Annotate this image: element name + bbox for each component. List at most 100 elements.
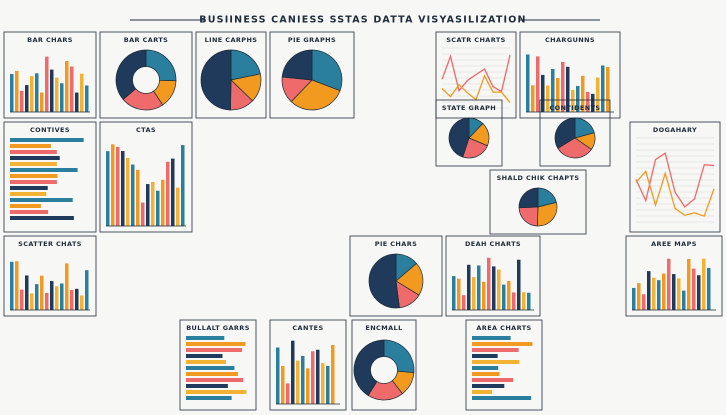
decor-slice (311, 49, 343, 92)
panel-frame (465, 319, 543, 411)
decor-bar (497, 269, 501, 310)
panel-label: CONTIDENTS (550, 104, 601, 112)
decor-bar (45, 292, 49, 310)
decor-slice (230, 49, 261, 81)
decor-bar (652, 277, 656, 310)
decor-bar (15, 70, 19, 112)
decor-bar (85, 270, 89, 310)
decor-slice (518, 187, 539, 209)
decor-bar (171, 158, 175, 226)
decor-slice (122, 79, 164, 111)
decor-bar (291, 340, 295, 404)
decor-hbar (10, 138, 84, 142)
decor-bar (151, 181, 155, 226)
decor-bar (15, 261, 19, 310)
decor-bar (576, 85, 580, 112)
decor-hbar (186, 336, 225, 340)
decor-hbar (472, 372, 500, 376)
decor-bar (606, 67, 610, 112)
decor-bar (286, 383, 290, 404)
panel-label: AREE MAPS (651, 240, 697, 248)
decor-hbar (10, 180, 57, 184)
decor-bar (517, 259, 521, 310)
decor-bar (106, 151, 110, 226)
decor-bar (581, 75, 585, 112)
decor-hbar (472, 336, 511, 340)
panel-label: CANTES (292, 324, 323, 332)
panel-frame (3, 235, 97, 317)
decor-bar (75, 92, 79, 112)
decor-bar (556, 78, 560, 112)
decor-hbar (472, 354, 498, 358)
decor-hbar (472, 348, 519, 352)
decor-hbar (472, 366, 499, 370)
decor-bar (531, 85, 535, 112)
panel-frame (349, 235, 443, 317)
decor-hbar (186, 366, 235, 370)
decor-bar (70, 289, 74, 310)
decor-bar (326, 365, 330, 404)
panel-frame (445, 235, 541, 317)
panel-label: BULLALT GARRS (186, 324, 250, 332)
decor-hbar (10, 150, 57, 154)
decor-bar (136, 169, 140, 226)
decor-bar (10, 74, 14, 112)
decor-bar (457, 278, 461, 310)
decor-bar (40, 275, 44, 310)
decor-bar (161, 179, 165, 226)
decor-bar (141, 202, 145, 226)
decor-hbar (472, 378, 514, 382)
decor-bar (707, 267, 711, 310)
decor-hbar (472, 360, 520, 364)
decor-hbar (10, 162, 57, 166)
decor-bar (301, 355, 305, 404)
decor-bar (467, 264, 471, 310)
decor-hbar (10, 192, 47, 196)
decor-hbar (10, 174, 58, 178)
decor-bar (462, 295, 466, 310)
decor-bar (146, 184, 150, 226)
decor-bar (176, 187, 180, 226)
decor-bar (536, 56, 540, 112)
decor-hole (132, 66, 160, 94)
decor-bar (80, 73, 84, 112)
decor-bar (667, 258, 671, 310)
decor-bar (477, 265, 481, 310)
decor-line (635, 169, 715, 217)
decor-bar (50, 69, 54, 112)
decor-bar (591, 93, 595, 112)
decor-bar (10, 261, 14, 310)
panel-label: PIE CHARS (375, 240, 417, 248)
decor-bar (692, 268, 696, 310)
panel-label: CHARGUNNS (545, 36, 595, 44)
decor-bar (662, 273, 666, 310)
decor-slice (368, 253, 400, 309)
decor-bar (111, 144, 115, 226)
decor-bar (20, 289, 24, 310)
decor-bar (25, 275, 29, 310)
decor-bar (65, 263, 69, 310)
decor-hbar (10, 216, 74, 220)
panel-label: PIE GRAPHS (288, 36, 336, 44)
panel-frame (519, 31, 621, 119)
panel-frame (99, 31, 193, 119)
decor-bar (687, 259, 691, 310)
decor-bar (50, 281, 54, 310)
decor-hole (370, 356, 398, 384)
panel-label: DEAH CHARTS (465, 240, 521, 248)
decor-bar (642, 294, 646, 310)
title: BUSIINESS CANIESS SSTAS DATTA VISYASILIZ… (199, 15, 526, 26)
decor-bar (75, 288, 79, 310)
decor-hbar (186, 372, 238, 376)
decor-bar (70, 66, 74, 112)
panel-label: SCATTER CHATS (18, 240, 82, 248)
decor-bar (166, 161, 170, 226)
decor-bar (487, 257, 491, 310)
decor-bar (311, 351, 315, 404)
decor-bar (85, 85, 89, 112)
decor-bar (20, 90, 24, 112)
decor-bar (566, 66, 570, 112)
decor-hbar (186, 360, 226, 364)
decor-bar (55, 286, 59, 310)
decor-hbar (186, 384, 228, 388)
